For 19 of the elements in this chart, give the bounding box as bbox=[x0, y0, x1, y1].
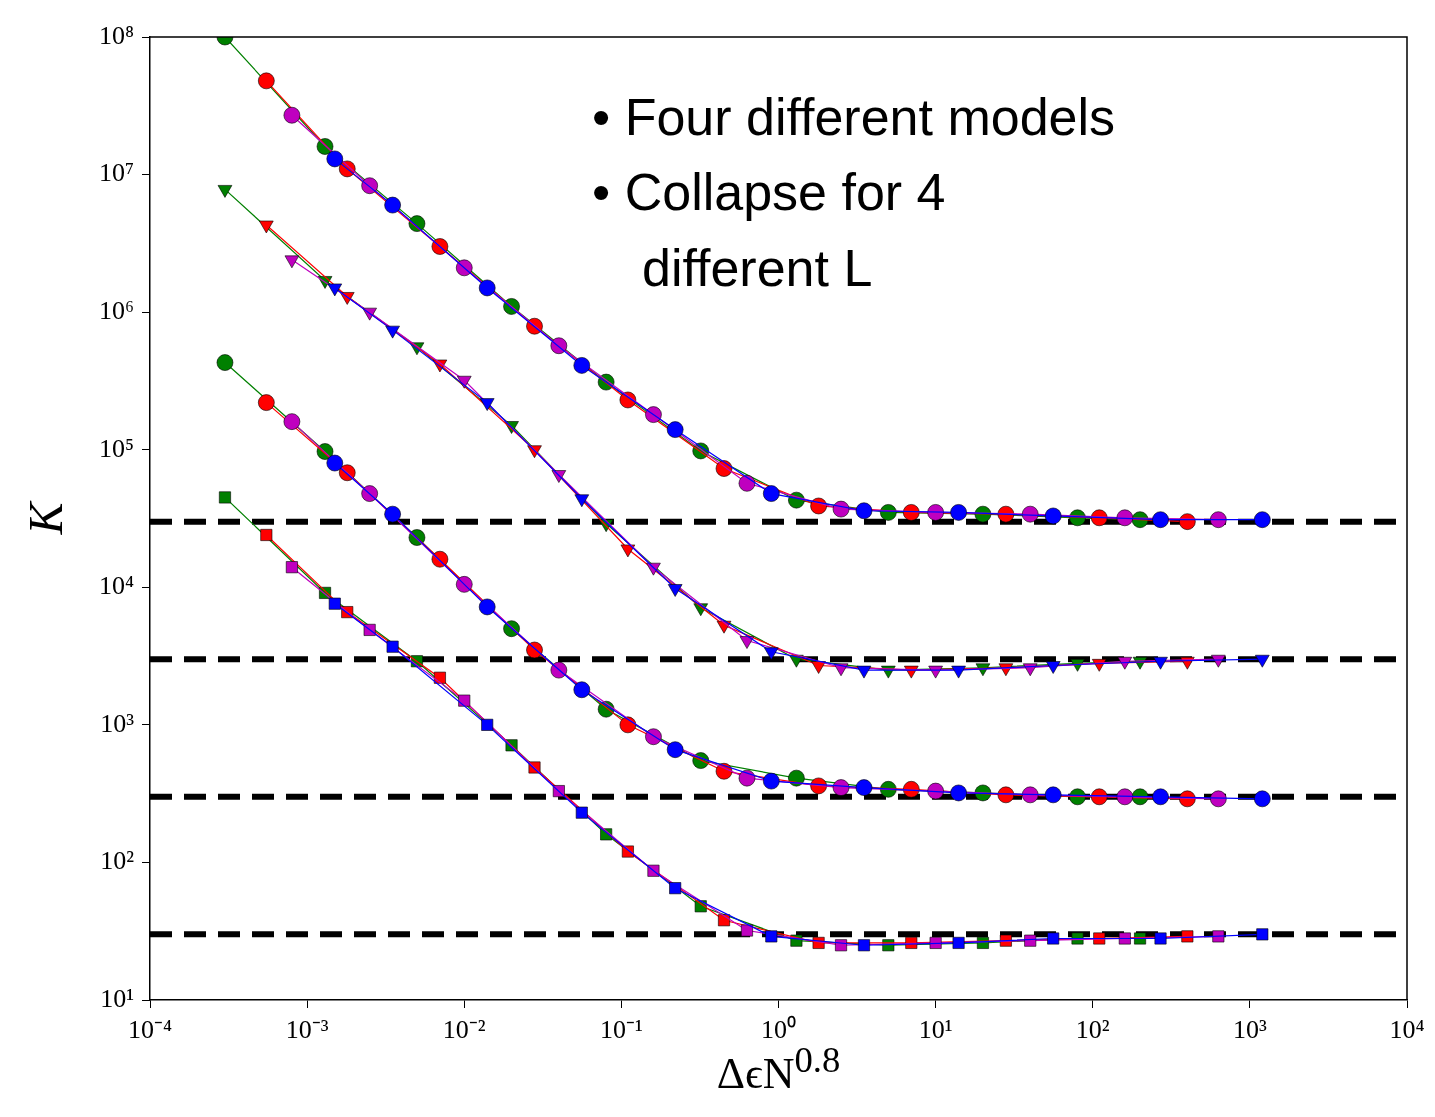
x-tick-label: 10³ bbox=[1232, 1015, 1267, 1045]
x-tick-label: 10⁻⁴ bbox=[127, 1015, 173, 1045]
x-tick-label: 10² bbox=[1075, 1015, 1110, 1045]
y-tick-label: 10⁴ bbox=[98, 571, 134, 601]
y-axis-title: K bbox=[17, 502, 73, 535]
y-tick-label: 10¹ bbox=[100, 983, 134, 1013]
annotation: • Four different models bbox=[592, 87, 1117, 148]
y-tick-label: 10⁸ bbox=[98, 20, 134, 50]
annotation: • Collapse for 4 different L bbox=[592, 162, 947, 299]
y-tick-label: 10⁶ bbox=[98, 295, 134, 325]
x-tick-label: 10⁻¹ bbox=[599, 1015, 643, 1045]
y-tick-label: 10⁷ bbox=[98, 158, 134, 188]
x-tick-label: 10⁻³ bbox=[285, 1015, 329, 1045]
x-tick-label: 10⁴ bbox=[1389, 1015, 1425, 1045]
x-tick-label: 10⁻² bbox=[442, 1015, 486, 1045]
x-tick-label: 10¹ bbox=[918, 1015, 953, 1045]
y-tick-label: 10³ bbox=[100, 708, 135, 738]
y-tick-label: 10⁵ bbox=[98, 433, 134, 463]
y-tick-label: 10² bbox=[100, 846, 135, 876]
